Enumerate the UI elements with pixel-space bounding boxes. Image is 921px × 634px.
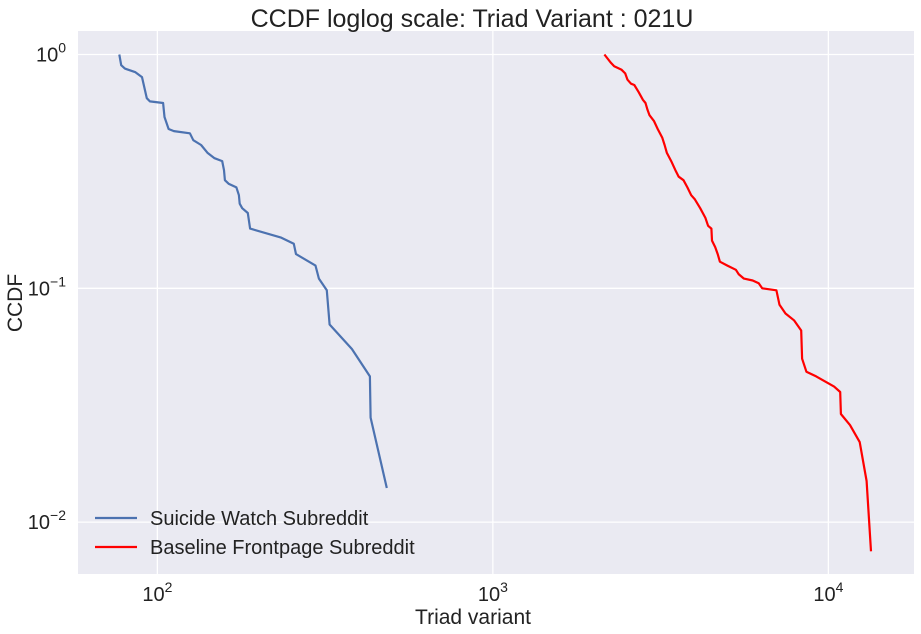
x-axis-label: Triad variant (415, 606, 531, 629)
grid-lines (78, 31, 914, 574)
x-tick-label: 104 (813, 579, 843, 606)
series-lines (118, 53, 873, 552)
y-tick-label: 10−1 (28, 273, 66, 300)
plot-area (78, 31, 914, 574)
y-tick-label: 100 (36, 39, 66, 66)
legend-label-baseline-frontpage: Baseline Frontpage Subreddit (150, 537, 415, 559)
y-axis-label: CCDF (4, 274, 27, 332)
chart-title: CCDF loglog scale: Triad Variant : 021U (251, 5, 694, 33)
y-tick-label: 10−2 (28, 507, 66, 534)
x-tick-label: 103 (478, 579, 508, 606)
tick-labels: 102 103 104 100 10−1 10−2 (28, 39, 844, 606)
legend-label-suicide-watch: Suicide Watch Subreddit (150, 508, 369, 530)
legend: Suicide Watch Subreddit Baseline Frontpa… (95, 508, 415, 559)
series-line-0 (118, 54, 388, 489)
series-line-1 (603, 53, 873, 552)
x-tick-label: 102 (142, 579, 172, 606)
